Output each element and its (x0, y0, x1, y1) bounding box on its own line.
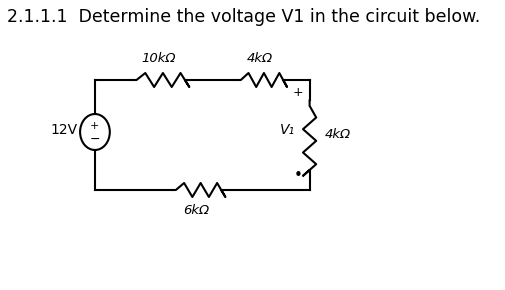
Text: •: • (293, 168, 302, 182)
Text: 4kΩ: 4kΩ (324, 128, 350, 142)
Text: 12V: 12V (50, 123, 78, 137)
Text: −: − (90, 133, 100, 146)
Text: 2.1.1.1  Determine the voltage V1 in the circuit below.: 2.1.1.1 Determine the voltage V1 in the … (7, 8, 480, 26)
Text: 4kΩ: 4kΩ (247, 52, 273, 65)
Text: 10kΩ: 10kΩ (141, 52, 176, 65)
Text: +: + (293, 86, 304, 99)
Text: +: + (90, 121, 99, 131)
Text: V₁: V₁ (280, 123, 295, 137)
Text: 6kΩ: 6kΩ (183, 204, 210, 217)
